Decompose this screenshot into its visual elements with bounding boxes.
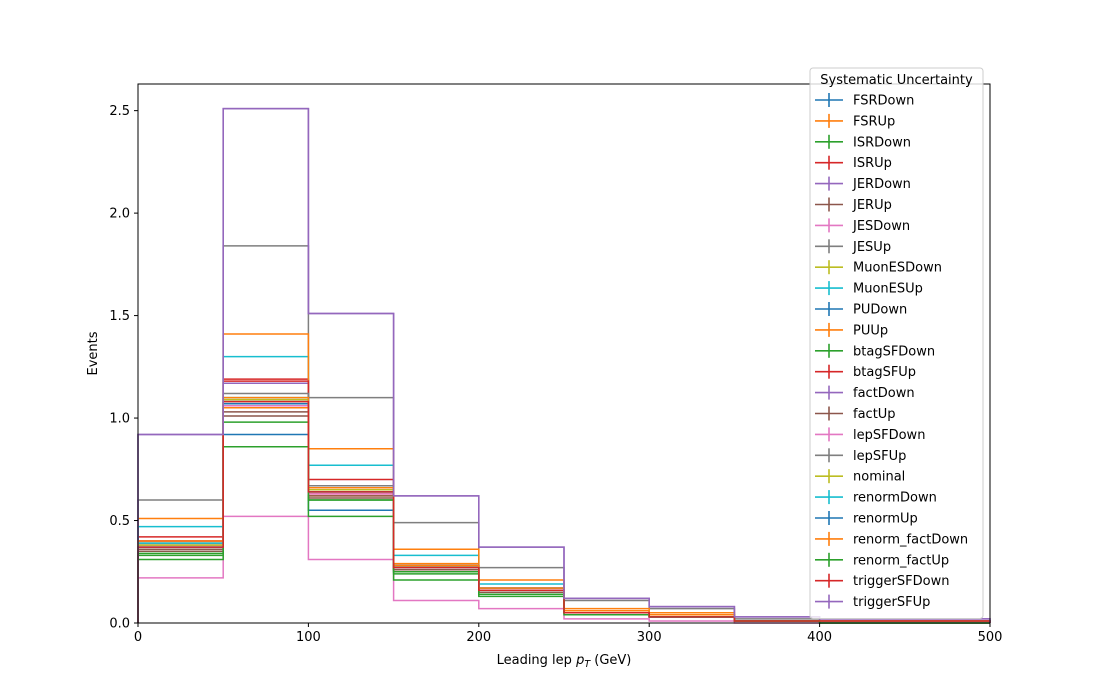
legend-item-renormDown: renormDown: [815, 490, 937, 506]
legend-item-triggerSFDown: triggerSFDown: [815, 573, 949, 589]
x-tick-label: 100: [296, 630, 321, 645]
plot-area: [137, 107, 991, 624]
legend-label: btagSFUp: [853, 365, 916, 380]
y-axis-label: Events: [86, 331, 101, 375]
legend-item-btagSFDown: btagSFDown: [815, 343, 935, 359]
legend-label: triggerSFUp: [853, 595, 930, 610]
legend-item-triggerSFUp: triggerSFUp: [815, 594, 930, 610]
legend-item-PUUp: PUUp: [815, 322, 888, 338]
legend-label: lepSFDown: [853, 428, 925, 443]
legend-item-renorm_factDown: renorm_factDown: [815, 531, 968, 547]
x-tick-label: 300: [637, 630, 662, 645]
legend-label: MuonESUp: [853, 282, 923, 297]
legend-label: factDown: [853, 386, 915, 401]
legend-label: ISRDown: [853, 135, 911, 150]
legend-label: JERUp: [852, 198, 892, 213]
x-tick-label: 500: [978, 630, 1003, 645]
legend-item-ISRDown: ISRDown: [815, 134, 911, 150]
legend-label: triggerSFDown: [853, 574, 949, 589]
legend-item-lepSFDown: lepSFDown: [815, 427, 925, 443]
legend-item-ISRUp: ISRUp: [815, 155, 892, 171]
legend-label: nominal: [853, 470, 905, 485]
legend-label: btagSFDown: [853, 344, 935, 359]
series-line-triggerSFDown: [137, 400, 991, 623]
legend-label: JESUp: [852, 240, 891, 255]
legend-label: FSRUp: [853, 114, 895, 129]
legend-label: PUDown: [853, 303, 907, 318]
legend-item-PUDown: PUDown: [815, 302, 907, 318]
legend-label: renormDown: [853, 491, 937, 506]
legend-item-JERDown: JERDown: [815, 176, 911, 192]
legend-item-JESUp: JESUp: [815, 239, 891, 255]
legend-item-factDown: factDown: [815, 385, 915, 401]
legend-item-MuonESDown: MuonESDown: [815, 260, 942, 276]
legend-item-FSRDown: FSRDown: [815, 93, 914, 109]
legend-item-renorm_factUp: renorm_factUp: [815, 552, 949, 568]
legend-label: JESDown: [852, 219, 910, 234]
legend-title: Systematic Uncertainty: [820, 73, 973, 88]
y-tick-label: 0.5: [109, 514, 130, 529]
legend-label: lepSFUp: [853, 449, 906, 464]
x-tick-label: 200: [466, 630, 491, 645]
legend-label: renorm_factDown: [853, 532, 968, 547]
y-tick-label: 0.0: [109, 617, 130, 632]
x-tick-label: 400: [807, 630, 832, 645]
legend-item-nominal: nominal: [815, 469, 905, 485]
y-tick-label: 1.5: [109, 309, 130, 324]
legend-label: JERDown: [852, 177, 911, 192]
y-tick-label: 2.5: [109, 104, 130, 119]
legend-label: MuonESDown: [853, 261, 942, 276]
legend: Systematic Uncertainty FSRDown FSRUp ISRDow…: [809, 67, 984, 619]
legend-label: factUp: [853, 407, 896, 422]
legend-item-FSRUp: FSRUp: [815, 113, 895, 129]
legend-item-JESDown: JESDown: [815, 218, 910, 234]
legend-item-btagSFUp: btagSFUp: [815, 364, 916, 380]
legend-label: FSRDown: [853, 94, 914, 109]
legend-label: ISRUp: [853, 156, 892, 171]
legend-label: PUUp: [853, 323, 888, 338]
legend-item-renormUp: renormUp: [815, 511, 918, 527]
x-axis-ticks: 0 100 200 300 400 500: [134, 623, 1003, 645]
y-tick-label: 2.0: [109, 207, 130, 222]
legend-item-JERUp: JERUp: [815, 197, 892, 213]
legend-label: renorm_factUp: [853, 553, 949, 568]
legend-item-lepSFUp: lepSFUp: [815, 448, 906, 464]
x-tick-label: 0: [134, 630, 142, 645]
x-axis-label: Leading lep pT (GeV): [497, 653, 632, 670]
legend-label: renormUp: [853, 512, 918, 527]
legend-item-MuonESUp: MuonESUp: [815, 281, 923, 297]
legend-box: [809, 67, 984, 619]
y-axis-ticks: 0.0 0.5 1.0 1.5 2.0 2.5: [109, 104, 138, 632]
axes-frame: [137, 83, 991, 624]
y-tick-label: 1.0: [109, 412, 130, 427]
legend-item-factUp: factUp: [815, 406, 896, 422]
